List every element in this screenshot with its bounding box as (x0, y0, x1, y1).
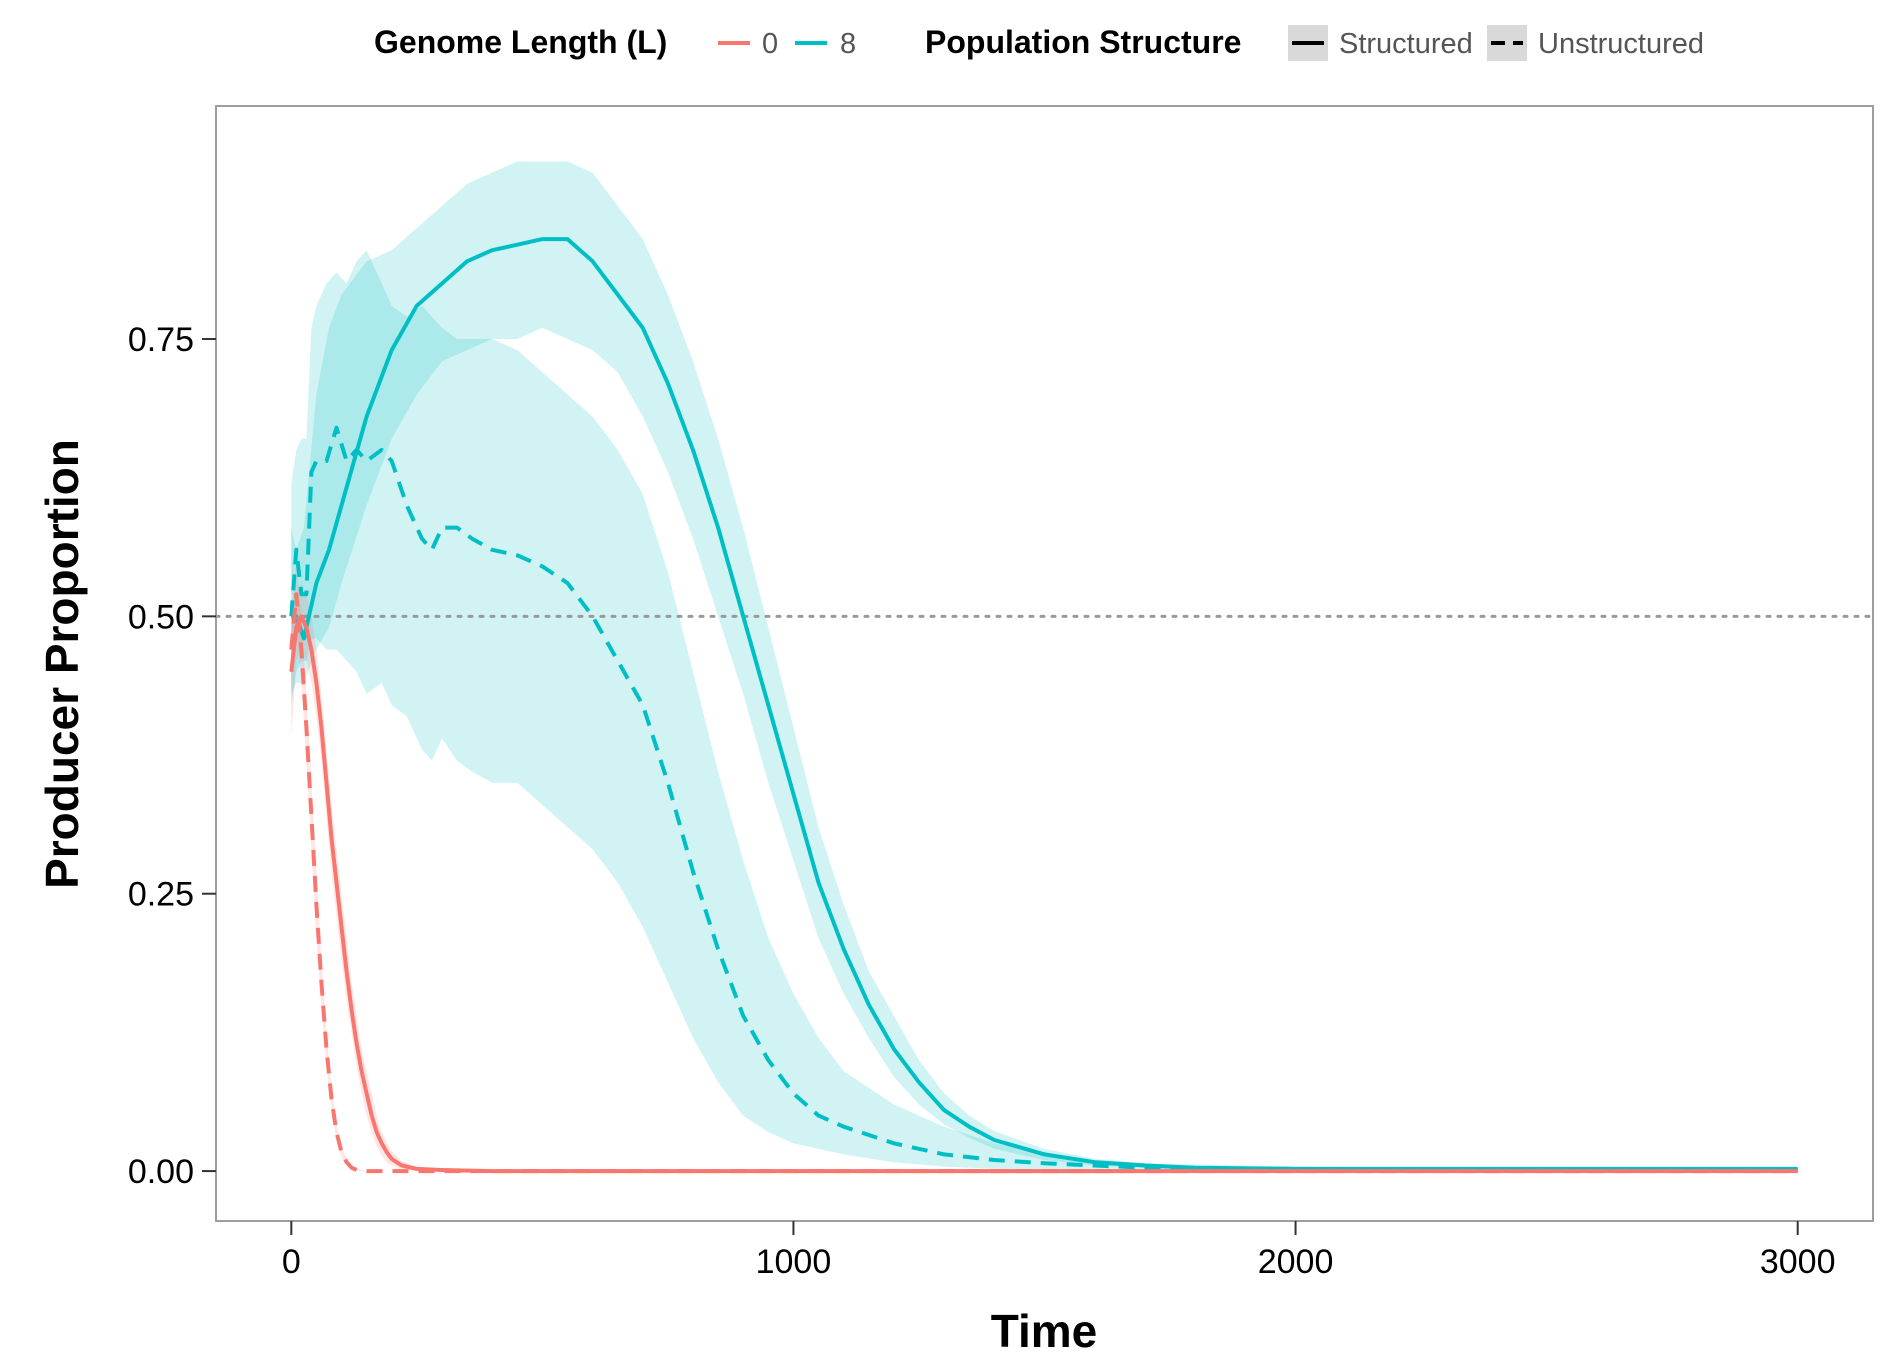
line-L0-unstructured (289, 592, 1798, 1174)
y-tick-label: 0.50 (128, 598, 194, 636)
y-tick-label: 0.75 (128, 321, 194, 359)
line-L8-unstructured (289, 425, 1798, 1172)
legend-label-0: 0 (762, 28, 778, 60)
legend-label-unstructured: Unstructured (1538, 28, 1704, 60)
y-tick-label: 0.00 (128, 1153, 194, 1191)
y-axis: 0.00 0.25 0.50 0.75 (128, 321, 216, 1191)
x-tick-label: 0 (282, 1243, 301, 1281)
line-L8-structured (291, 237, 1798, 1171)
x-axis: 0 1000 2000 3000 (282, 1221, 1836, 1281)
legend-label-8: 8 (840, 28, 856, 60)
confidence-bands (291, 161, 1798, 1172)
y-tick-label: 0.25 (128, 876, 194, 914)
legend: Genome Length (L) 0 8 Population Structu… (374, 24, 1704, 61)
legend-title-genome-length: Genome Length (L) (374, 24, 667, 60)
x-tick-label: 3000 (1760, 1243, 1836, 1281)
y-axis-title: Producer Proportion (36, 439, 88, 889)
x-tick-label: 2000 (1258, 1243, 1334, 1281)
series-lines (289, 237, 1798, 1174)
band-L8-unstructured (291, 250, 1798, 1172)
legend-title-population-structure: Population Structure (925, 24, 1241, 60)
legend-label-structured: Structured (1339, 28, 1473, 60)
x-axis-title: Time (991, 1305, 1098, 1357)
x-tick-label: 1000 (756, 1243, 832, 1281)
band-L8-structured (291, 161, 1798, 1170)
plot-panel (215, 105, 1874, 1222)
